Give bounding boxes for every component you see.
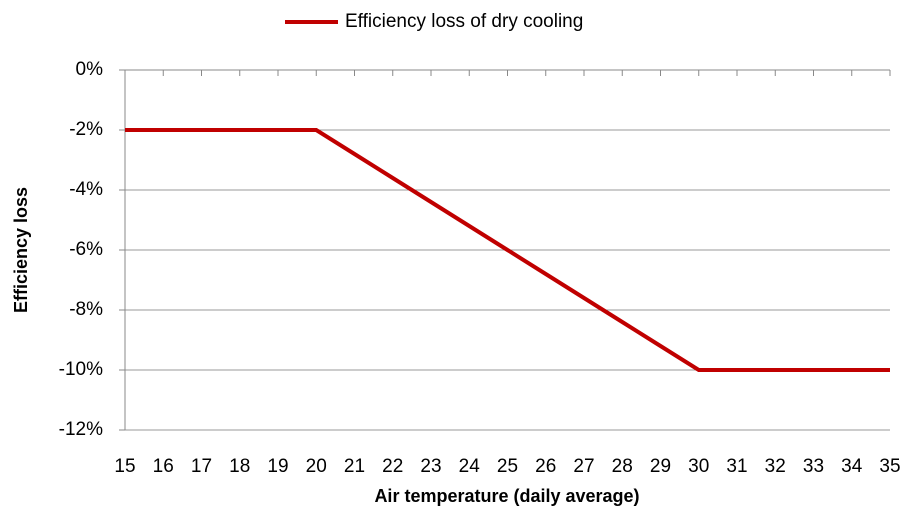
y-tick-label: -10% (59, 359, 103, 380)
data-line (125, 128, 890, 372)
y-tick-label: -12% (59, 419, 103, 440)
y-tick-label: -8% (69, 299, 103, 320)
y-tick-label: 0% (76, 59, 104, 80)
x-tick-label: 25 (497, 456, 518, 477)
x-tick-label: 26 (535, 456, 556, 477)
legend-label: Efficiency loss of dry cooling (345, 11, 583, 32)
x-tick-label: 16 (153, 456, 174, 477)
x-tick-label: 21 (344, 456, 365, 477)
x-tick-label: 22 (382, 456, 403, 477)
x-axis-title: Air temperature (daily average) (374, 486, 639, 506)
x-tick-label: 27 (573, 456, 594, 477)
x-tick-label: 15 (114, 456, 135, 477)
x-tick-label: 29 (650, 456, 671, 477)
y-tick-label: -2% (69, 119, 103, 140)
x-tick-label: 19 (267, 456, 288, 477)
x-tick-label: 33 (803, 456, 824, 477)
x-tick-label: 17 (191, 456, 212, 477)
x-tick-label: 31 (726, 456, 747, 477)
x-tick-label: 24 (459, 456, 481, 477)
x-tick-label: 34 (841, 456, 863, 477)
y-tick-label: -4% (69, 179, 103, 200)
x-tick-label: 32 (765, 456, 786, 477)
y-tick-label: -6% (69, 239, 103, 260)
x-tick-label: 30 (688, 456, 709, 477)
x-tick-label: 23 (420, 456, 441, 477)
x-tick-label: 28 (612, 456, 633, 477)
x-tick-label: 18 (229, 456, 250, 477)
x-tick-label: 35 (879, 456, 900, 477)
y-axis-title: Efficiency loss (11, 187, 31, 313)
x-tick-label: 20 (306, 456, 327, 477)
